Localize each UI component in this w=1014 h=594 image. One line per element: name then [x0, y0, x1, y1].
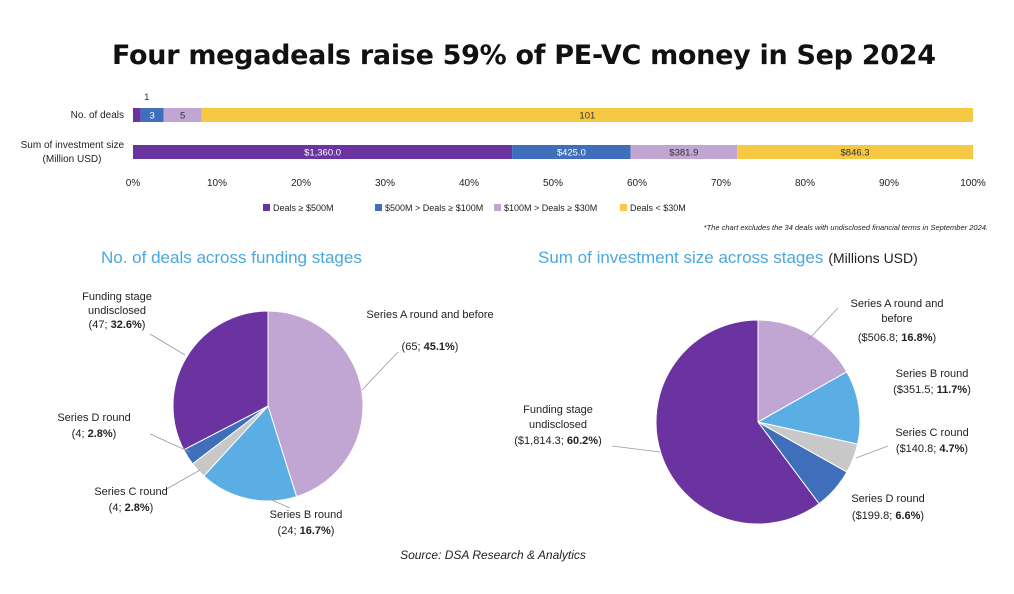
bar-segment: [133, 108, 141, 122]
bar-data-label: $381.9: [669, 148, 698, 159]
slice-label-value: ($140.8; 4.7%): [896, 443, 968, 455]
pie-slice: [172, 310, 269, 451]
x-tick-label: 50%: [543, 178, 563, 189]
deals-pie-chart: No. of deals across funding stages Serie…: [57, 248, 493, 537]
slice-label-name: Series A round and before: [366, 309, 493, 321]
bar-data-label: 101: [579, 111, 595, 122]
slice-label-name: Series A round and before: [851, 298, 944, 325]
x-tick-label: 40%: [459, 178, 479, 189]
bar-data-label: $425.0: [557, 148, 586, 159]
legend-swatch: [620, 204, 627, 211]
legend-label: Deals < $30M: [630, 203, 686, 213]
bar-data-label: $1,360.0: [304, 148, 341, 159]
slice-label-value: ($1,814.3; 60.2%): [514, 435, 602, 447]
pie-title: Sum of investment size across stages (Mil…: [538, 248, 918, 267]
legend-swatch: [375, 204, 382, 211]
x-tick-label: 60%: [627, 178, 647, 189]
bar-category-label: Sum of investment size: [21, 140, 125, 151]
bar-category-label: No. of deals: [71, 110, 124, 121]
x-tick-label: 70%: [711, 178, 731, 189]
pie-slice: [203, 405, 298, 502]
bar-segment: [140, 108, 164, 122]
source-note: Source: DSA Research & Analytics: [400, 548, 586, 562]
bar-segment: [737, 145, 973, 159]
bar-category-sublabel: (Million USD): [43, 154, 102, 165]
legend-label: $100M > Deals ≥ $30M: [504, 203, 597, 213]
bar-data-label: 5: [180, 111, 185, 122]
slice-label-value: (4; 2.8%): [109, 502, 154, 514]
x-tick-label: 20%: [291, 178, 311, 189]
pie-slice: [757, 319, 848, 423]
x-tick-label: 100%: [960, 178, 986, 189]
legend-swatch: [263, 204, 270, 211]
slice-label-name: Series B round: [896, 368, 969, 380]
slice-label-name: Series C round: [895, 427, 968, 439]
pie-slice: [655, 319, 820, 525]
x-tick-label: 0%: [126, 178, 141, 189]
slice-label-name: Series B round: [270, 509, 343, 521]
bar-data-label: 1: [144, 92, 149, 103]
x-tick-label: 80%: [795, 178, 815, 189]
x-tick-label: 30%: [375, 178, 395, 189]
slice-label-value: (4; 2.8%): [72, 428, 117, 440]
bar-data-label: 3: [149, 111, 154, 122]
slice-label-name: Series C round: [94, 486, 167, 498]
legend-swatch: [494, 204, 501, 211]
x-tick-label: 90%: [879, 178, 899, 189]
slice-label-name: Funding stage undisclosed: [82, 291, 152, 317]
stacked-bar-chart: No. of deals Sum of investment size (Mil…: [21, 92, 986, 213]
bar-segment: [630, 145, 738, 159]
slice-label-value: ($199.8; 6.6%): [852, 510, 924, 522]
bar-data-label: $846.3: [841, 148, 870, 159]
pie-labels: Series A round and before (65; 45.1%) Se…: [57, 291, 493, 537]
legend-label: Deals ≥ $500M: [273, 203, 333, 213]
slice-label-value: ($506.8; 16.8%): [858, 332, 936, 344]
slice-label-name: Series D round: [57, 412, 130, 424]
x-tick-label: 10%: [207, 178, 227, 189]
bar-segment: [163, 108, 202, 122]
pie-slice: [267, 310, 364, 498]
pie-slice: [756, 371, 861, 445]
legend-label: $500M > Deals ≥ $100M: [385, 203, 483, 213]
slice-label-value: (24; 16.7%): [278, 525, 335, 537]
slice-label-value: (47; 32.6%): [89, 319, 146, 331]
page-title: Four megadeals raise 59% of PE-VC money …: [112, 40, 936, 71]
slice-label-name: Funding stage undisclosed: [523, 404, 593, 431]
slice-label-value: ($351.5; 11.7%): [893, 384, 971, 396]
pie-title: No. of deals across funding stages: [101, 248, 362, 267]
bar-segment: [512, 145, 631, 159]
slice-label-value: (65; 45.1%): [402, 341, 459, 353]
chart-footnote: *The chart excludes the 34 deals with un…: [704, 223, 988, 232]
bar-segment: [133, 145, 513, 159]
bar-segment: [201, 108, 973, 122]
investment-pie-chart: Sum of investment size across stages (Mil…: [514, 248, 971, 525]
slice-label-name: Series D round: [851, 493, 924, 505]
pie-labels: Series A round and before ($506.8; 16.8%)…: [514, 298, 971, 522]
